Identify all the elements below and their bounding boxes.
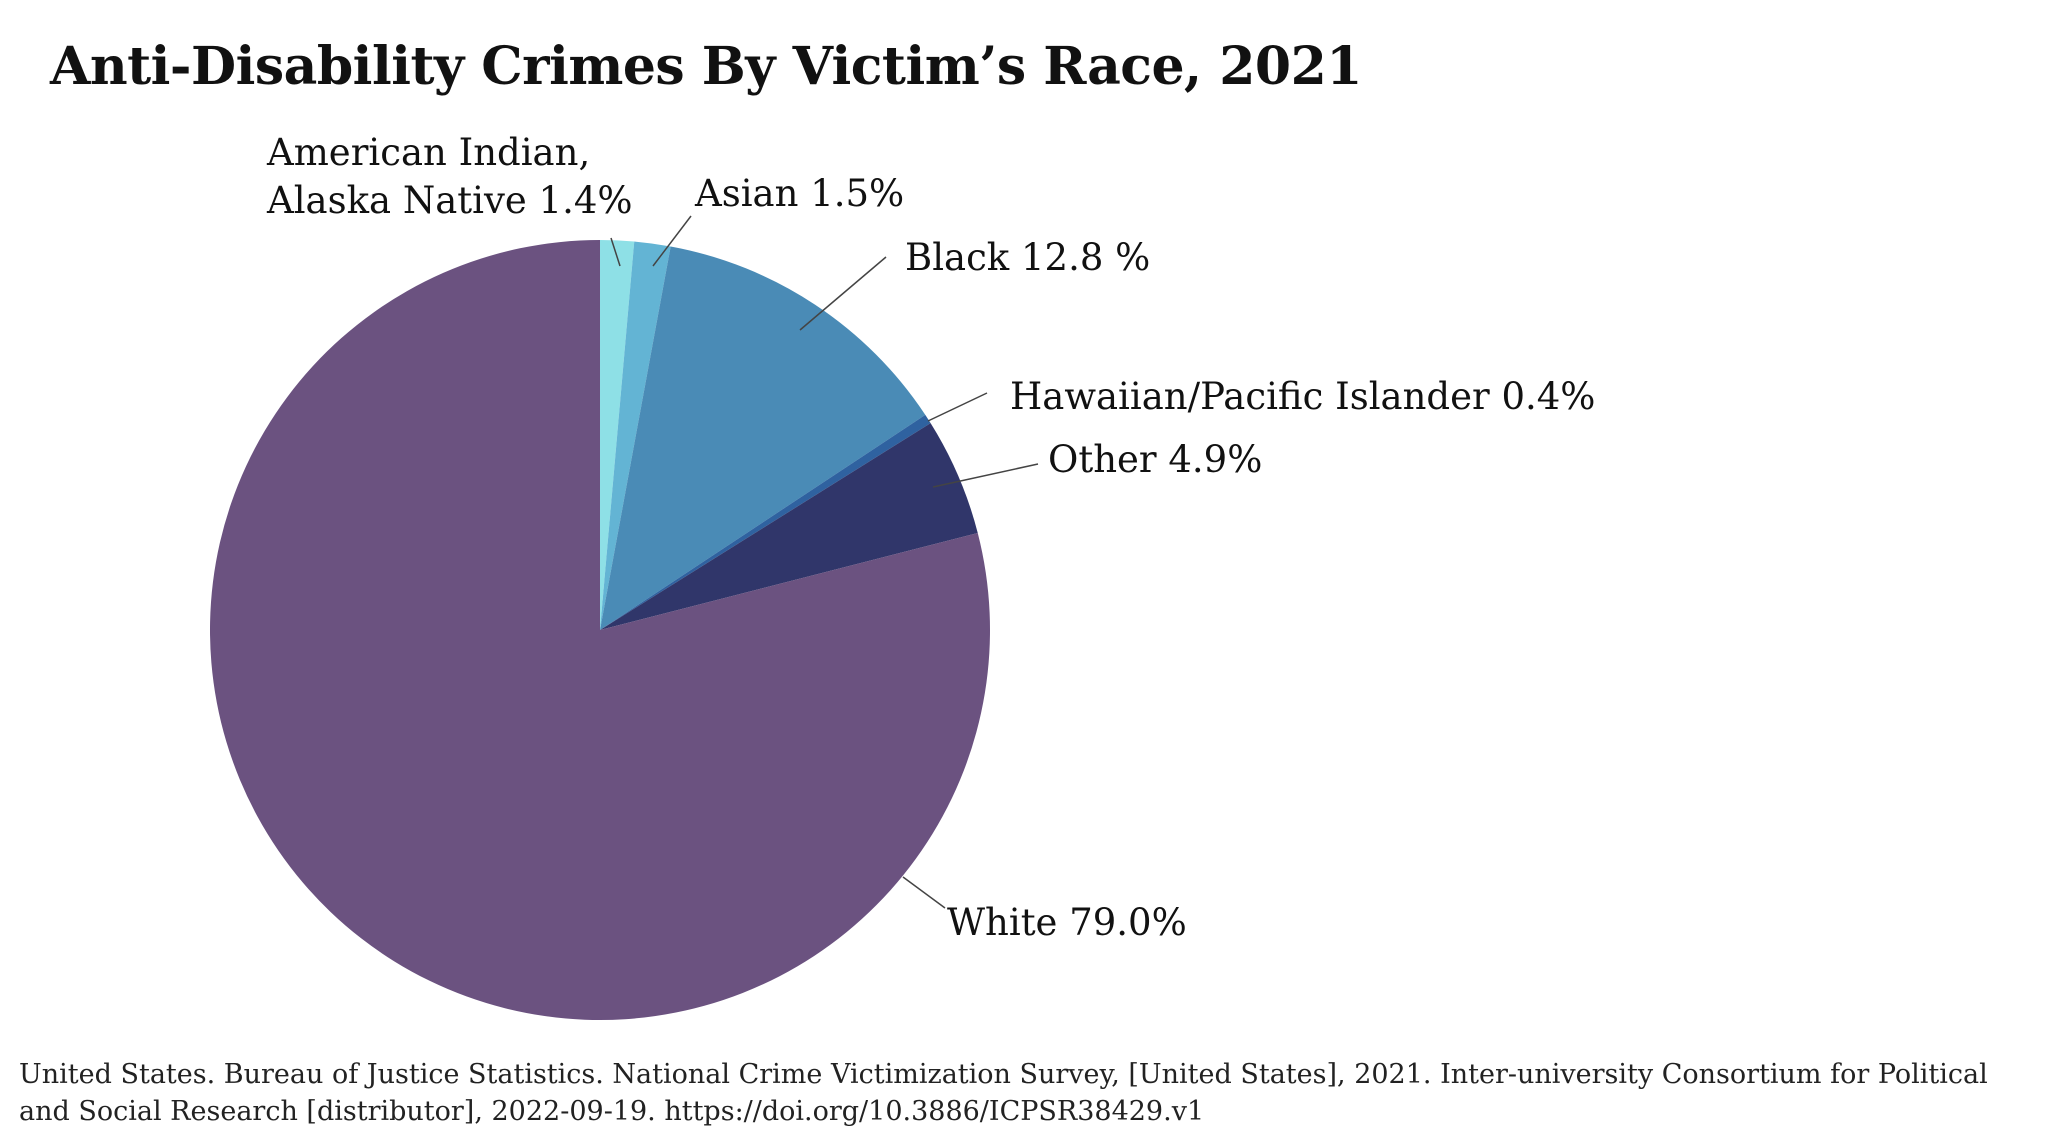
slice-label-black: Black 12.8 % (905, 236, 1150, 279)
pie-slice-white (210, 240, 991, 1020)
slice-labels: American Indian, Alaska Native 1.4% Asian … (266, 131, 1595, 944)
slice-label-line: Alaska Native 1.4% (266, 179, 633, 222)
slice-label-other: Other 4.9% (1048, 438, 1262, 481)
slice-label-line: American Indian, (266, 131, 590, 174)
slice-label-hawaiian-pacific-islander: Hawaiian/Pacific Islander 0.4% (1010, 375, 1595, 418)
slice-label-line: Black 12.8 % (905, 236, 1150, 279)
slice-label-american-indian-alaska-native: American Indian, Alaska Native 1.4% (266, 131, 633, 222)
slice-label-line: White 79.0% (947, 901, 1187, 944)
leader-line-other (932, 463, 1039, 488)
source-citation: United States. Bureau of Justice Statist… (19, 1059, 1988, 1127)
pie-slice-black (600, 246, 926, 631)
pie-slice-other (600, 423, 978, 630)
slice-label-line: Hawaiian/Pacific Islander 0.4% (1010, 375, 1595, 418)
slice-label-line: Other 4.9% (1048, 438, 1262, 481)
chart-title: Anti-Disability Crimes By Victim’s Race,… (50, 36, 1362, 97)
leader-line-asian (652, 215, 692, 267)
leader-line-american-indian-alaska-native (610, 237, 621, 267)
leader-line-white (902, 876, 946, 909)
leader-line-hawaiian-pacific-islander (927, 392, 988, 422)
slice-label-line: Asian 1.5% (694, 172, 904, 215)
leader-lines (610, 215, 1039, 909)
slice-label-asian: Asian 1.5% (694, 172, 904, 215)
pie-slice-asian (600, 241, 671, 631)
pie-slices (210, 240, 991, 1020)
leader-line-black (799, 256, 887, 331)
pie-slice-american-indian-alaska-native (600, 240, 635, 630)
pie-slice-hawaiian-pacific-islander (600, 414, 931, 630)
slice-label-white: White 79.0% (947, 901, 1187, 944)
